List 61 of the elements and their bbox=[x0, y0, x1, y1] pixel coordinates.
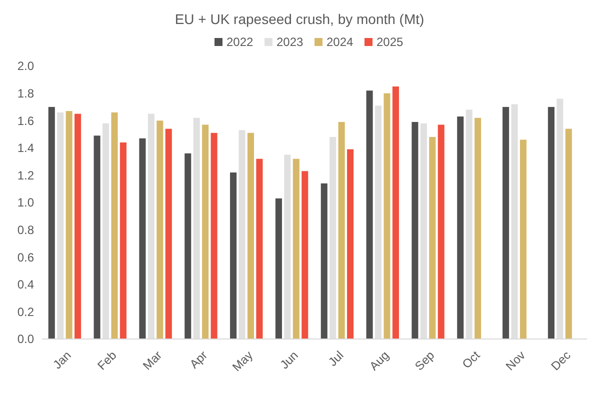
bar bbox=[320, 183, 328, 339]
y-tick-label: 1.6 bbox=[17, 114, 34, 128]
bar bbox=[384, 93, 390, 339]
bar bbox=[502, 106, 510, 339]
bar bbox=[548, 106, 554, 339]
bar bbox=[202, 124, 209, 339]
y-tick-label: 1.0 bbox=[17, 196, 34, 210]
bar bbox=[338, 122, 345, 339]
bar bbox=[347, 149, 354, 339]
x-tick-label: Feb bbox=[94, 348, 120, 373]
x-tick-label: Jul bbox=[326, 348, 346, 369]
bar bbox=[111, 112, 118, 339]
y-tick-label: 0.0 bbox=[17, 332, 34, 346]
bar bbox=[565, 128, 572, 339]
bar bbox=[184, 153, 192, 339]
bar bbox=[292, 158, 300, 339]
x-tick-label: Jun bbox=[277, 348, 301, 372]
y-tick-label: 0.6 bbox=[17, 250, 34, 264]
legend-label: 2023 bbox=[276, 35, 304, 49]
bar bbox=[429, 136, 436, 339]
bar bbox=[520, 140, 527, 339]
y-tick-label: 0.2 bbox=[17, 304, 34, 319]
x-tick-label: Dec bbox=[548, 348, 574, 374]
bar bbox=[275, 198, 282, 339]
bar bbox=[366, 90, 373, 339]
bar bbox=[120, 142, 126, 339]
x-tick-label: Apr bbox=[186, 348, 210, 372]
y-tick-label: 1.4 bbox=[17, 141, 34, 156]
bar bbox=[48, 106, 55, 339]
x-tick-label: May bbox=[230, 348, 256, 374]
legend-label: 2024 bbox=[326, 35, 354, 49]
bar bbox=[66, 111, 72, 339]
x-tick-label: Mar bbox=[140, 348, 165, 373]
y-tick-label: 0.4 bbox=[17, 278, 34, 292]
legend-label: 2022 bbox=[226, 35, 254, 49]
bar bbox=[457, 116, 464, 339]
bar bbox=[474, 118, 482, 339]
x-tick-label: Nov bbox=[502, 348, 528, 374]
y-tick-label: 1.2 bbox=[17, 168, 34, 182]
bar bbox=[438, 124, 444, 339]
x-tick-label: Jan bbox=[50, 348, 74, 372]
x-tick-label: Oct bbox=[459, 348, 484, 372]
bar bbox=[165, 128, 172, 339]
bar bbox=[302, 171, 308, 339]
y-tick-label: 0.8 bbox=[17, 223, 34, 237]
chart-title: EU + UK rapeseed crush, by month (Mt) bbox=[174, 11, 424, 27]
y-tick-label: 1.8 bbox=[17, 86, 34, 100]
x-tick-label: Sep bbox=[412, 348, 438, 374]
bar bbox=[412, 122, 418, 339]
x-tick-label: Aug bbox=[366, 348, 392, 374]
bar bbox=[247, 132, 254, 339]
bar bbox=[230, 172, 237, 339]
legend-label: 2025 bbox=[376, 35, 404, 49]
bar bbox=[156, 120, 164, 339]
bar bbox=[94, 136, 100, 339]
bar bbox=[392, 86, 399, 339]
bar bbox=[256, 158, 263, 339]
y-tick-label: 2.0 bbox=[17, 59, 34, 74]
bar bbox=[139, 138, 146, 339]
bar bbox=[210, 132, 218, 339]
bar bbox=[74, 114, 82, 339]
